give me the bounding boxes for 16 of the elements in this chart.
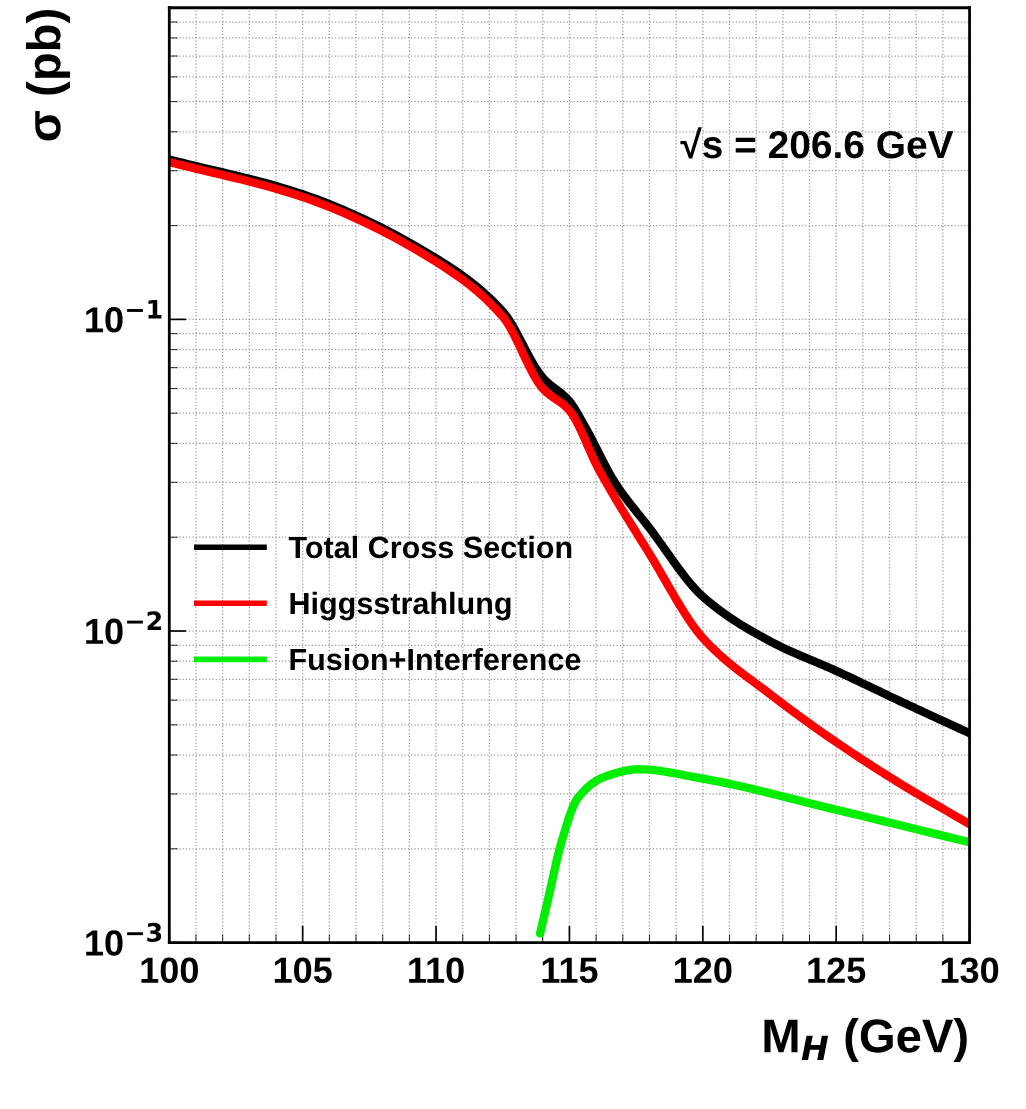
x-axis-title: M$_{H}$ (GeV) — [764, 1017, 967, 1062]
y-axis-title: σ (pb) — [25, 10, 71, 141]
y-tick-label: 10$^{−2}$ — [86, 611, 161, 645]
x-tick-label: 125 — [808, 957, 866, 984]
y-tick-label: 10$^{−1}$ — [86, 299, 162, 333]
legend-label: Higgsstrahlung — [290, 591, 511, 621]
x-tick-label: 110 — [409, 957, 464, 984]
annotation: √s = 206.6 GeV — [680, 127, 954, 159]
legend-label: Fusion+Interference — [290, 647, 581, 671]
x-tick-label: 115 — [542, 957, 598, 984]
y-tick-label: 10$^{−3}$ — [86, 922, 162, 956]
legend-label: Total Cross Section — [288, 535, 572, 559]
x-tick-label: 100 — [141, 957, 198, 984]
x-tick-label: 120 — [674, 957, 732, 984]
x-tick-label: 105 — [274, 957, 332, 984]
x-tick-label: 130 — [941, 957, 999, 984]
